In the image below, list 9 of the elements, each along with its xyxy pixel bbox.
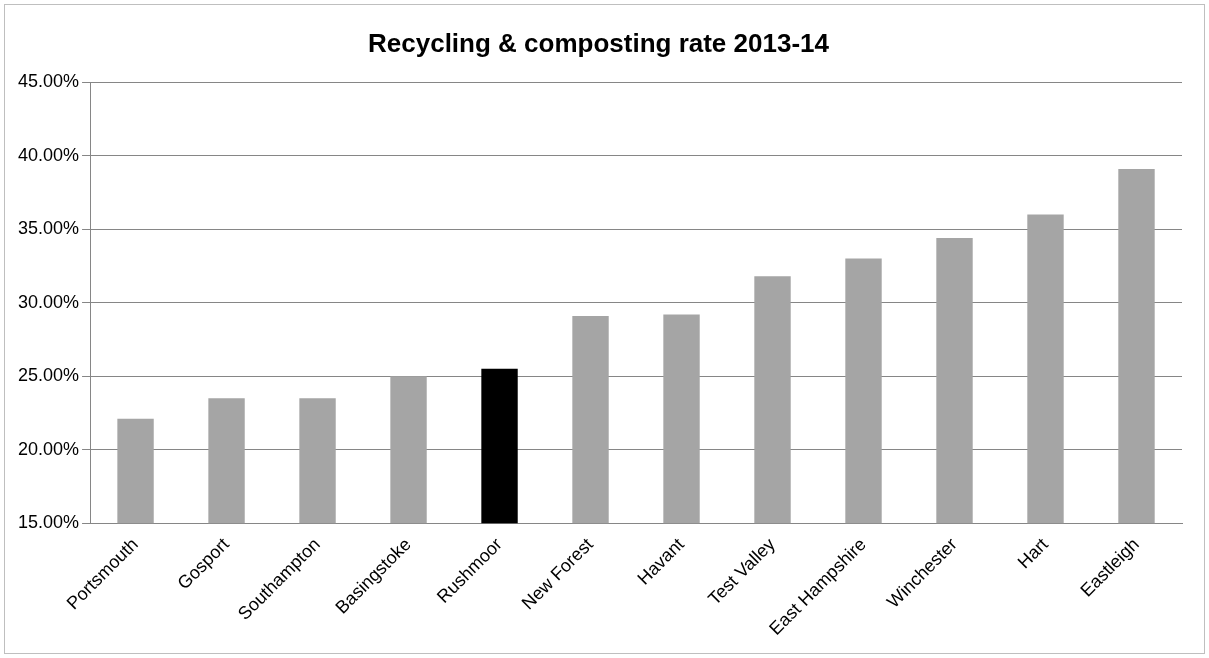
y-tick-label: 30.00% <box>17 291 80 312</box>
y-tick-label: 35.00% <box>17 218 80 239</box>
y-tick-label: 45.00% <box>17 71 80 92</box>
y-tick-label: 20.00% <box>17 438 80 459</box>
y-tick-label: 40.00% <box>17 144 80 165</box>
x-tick-label: Hart <box>1013 534 1052 573</box>
chart-title: Recycling & composting rate 2013-14 <box>368 27 830 58</box>
y-tick-label: 15.00% <box>17 512 80 533</box>
y-tick-label: 25.00% <box>17 365 80 386</box>
